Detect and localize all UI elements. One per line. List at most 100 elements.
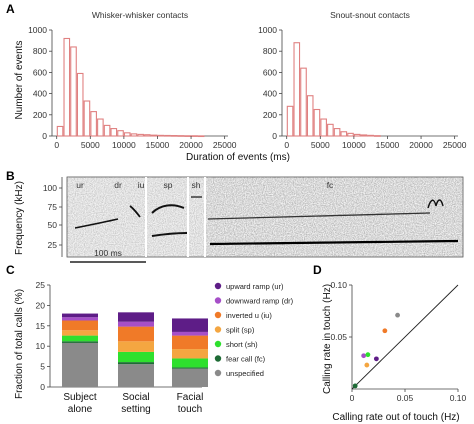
call-trace-fc-lower bbox=[209, 239, 459, 246]
scatter-point bbox=[382, 328, 388, 334]
histogram-bar bbox=[340, 131, 348, 137]
scatter-point bbox=[364, 362, 370, 368]
y-tick-label: 800 bbox=[263, 46, 277, 56]
x-tick-label: 20000 bbox=[179, 140, 203, 150]
y-tick-label: 0 bbox=[42, 131, 47, 141]
x-tick-label: 5000 bbox=[81, 140, 100, 150]
x-tick-label: 0 bbox=[284, 140, 289, 150]
histogram-bar bbox=[83, 100, 91, 137]
legend-label: short (sh) bbox=[226, 340, 258, 349]
y-tick-label: 5 bbox=[40, 362, 45, 372]
y-tick-label: 15 bbox=[36, 321, 46, 331]
stacked-segment bbox=[118, 321, 154, 327]
histogram-bar bbox=[130, 133, 138, 137]
call-label-fc: fc bbox=[327, 180, 334, 190]
histogram-title: Whisker-whisker contacts bbox=[92, 10, 188, 20]
category-label: alone bbox=[68, 404, 93, 415]
legend: upward ramp (ur) downward ramp (dr) invert… bbox=[214, 282, 294, 378]
histogram-bar bbox=[360, 134, 368, 137]
stacked-segment bbox=[62, 341, 98, 343]
histogram-bar bbox=[164, 134, 171, 137]
histogram-bar bbox=[157, 134, 165, 137]
spectrogram: 25 50 75 100 Frequency (kHz) 100 ms ur dr iu s… bbox=[14, 176, 464, 263]
histogram-bar bbox=[63, 37, 71, 137]
identity-line bbox=[351, 284, 459, 390]
histogram-bar bbox=[76, 72, 84, 137]
scatter-point bbox=[352, 383, 358, 389]
histogram-bar bbox=[150, 134, 158, 137]
histogram-bar bbox=[286, 105, 294, 137]
y-tick-label: 0 bbox=[272, 131, 277, 141]
y-tick-label: 800 bbox=[33, 46, 47, 56]
histogram-bar bbox=[197, 135, 205, 138]
legend-label: fear call (fc) bbox=[226, 355, 266, 364]
spectrogram-y-ticks: 25 50 75 100 bbox=[43, 183, 62, 250]
histogram-bar bbox=[184, 135, 192, 137]
category-label: setting bbox=[121, 404, 150, 415]
histogram-bar bbox=[353, 133, 361, 137]
histogram-bar bbox=[327, 123, 334, 137]
y-tick-label: 0 bbox=[40, 382, 45, 392]
stacked-segment bbox=[172, 318, 208, 332]
histogram-x-axis-label: Duration of events (ms) bbox=[186, 152, 290, 163]
scatter-x-axis-label: Calling rate out of touch (Hz) bbox=[332, 412, 459, 423]
legend-label: upward ramp (ur) bbox=[226, 282, 284, 291]
y-tick-label: 50 bbox=[48, 220, 58, 230]
legend-label: split (sp) bbox=[226, 326, 255, 335]
stacked-segment bbox=[62, 317, 98, 321]
legend-marker bbox=[214, 311, 222, 319]
panel-letter-a: A bbox=[6, 2, 15, 16]
stacked-segment bbox=[118, 326, 154, 342]
x-tick-label: 15000 bbox=[146, 140, 170, 150]
x-tick-label: 10000 bbox=[342, 140, 366, 150]
y-tick-label: 600 bbox=[263, 67, 277, 77]
histogram-bar bbox=[333, 128, 341, 137]
category-label: Facial bbox=[177, 392, 204, 403]
stacked-segment bbox=[172, 367, 208, 369]
x-tick-label: 20000 bbox=[409, 140, 433, 150]
y-tick-label: 400 bbox=[263, 89, 277, 99]
call-label-ur: ur bbox=[76, 180, 84, 190]
x-tick-label: 0.05 bbox=[397, 393, 414, 403]
x-tick-label: 15000 bbox=[376, 140, 400, 150]
histogram-bar bbox=[103, 124, 111, 137]
legend-label: inverted u (iu) bbox=[226, 311, 272, 320]
legend-marker bbox=[214, 355, 222, 362]
legend-marker bbox=[214, 340, 222, 348]
stacked-segment bbox=[118, 364, 154, 387]
panel-letter-d: D bbox=[313, 263, 322, 277]
y-tick-label: 20 bbox=[36, 300, 46, 310]
histogram-bar bbox=[110, 128, 118, 137]
y-tick-label: 1000 bbox=[258, 25, 277, 35]
scatter-point bbox=[365, 352, 371, 358]
histogram-bar bbox=[70, 46, 77, 137]
stacked-segment bbox=[172, 331, 208, 336]
legend-label: unspecified bbox=[226, 369, 264, 378]
legend-marker bbox=[214, 282, 222, 290]
histogram-bar bbox=[347, 132, 354, 137]
stacked-y-axis-label: Fraction of total calls (%) bbox=[14, 289, 25, 399]
histogram-bar bbox=[374, 135, 381, 137]
stacked-segment bbox=[62, 313, 98, 318]
stacked-segment bbox=[62, 330, 98, 336]
histogram-bar bbox=[313, 108, 321, 137]
x-tick-label: 0.10 bbox=[450, 393, 467, 403]
y-tick-label: 75 bbox=[48, 202, 58, 212]
histogram-bar bbox=[191, 135, 198, 137]
call-label-sh: sh bbox=[192, 180, 201, 190]
legend-marker bbox=[214, 297, 222, 304]
call-labels: ur dr iu sp sh fc bbox=[76, 180, 334, 190]
scatter-y-axis-label: Calling rate in touch (Hz) bbox=[322, 284, 333, 394]
histogram-y-axis-label: Number of events bbox=[14, 41, 25, 120]
y-tick-label: 25 bbox=[48, 240, 58, 250]
stacked-segment bbox=[172, 349, 208, 359]
call-label-dr: dr bbox=[114, 180, 122, 190]
histogram-bar bbox=[137, 133, 144, 137]
x-tick-label: 10000 bbox=[112, 140, 136, 150]
category-label: touch bbox=[178, 404, 202, 415]
x-tick-label: 0 bbox=[350, 393, 355, 403]
y-tick-label: 400 bbox=[33, 89, 47, 99]
